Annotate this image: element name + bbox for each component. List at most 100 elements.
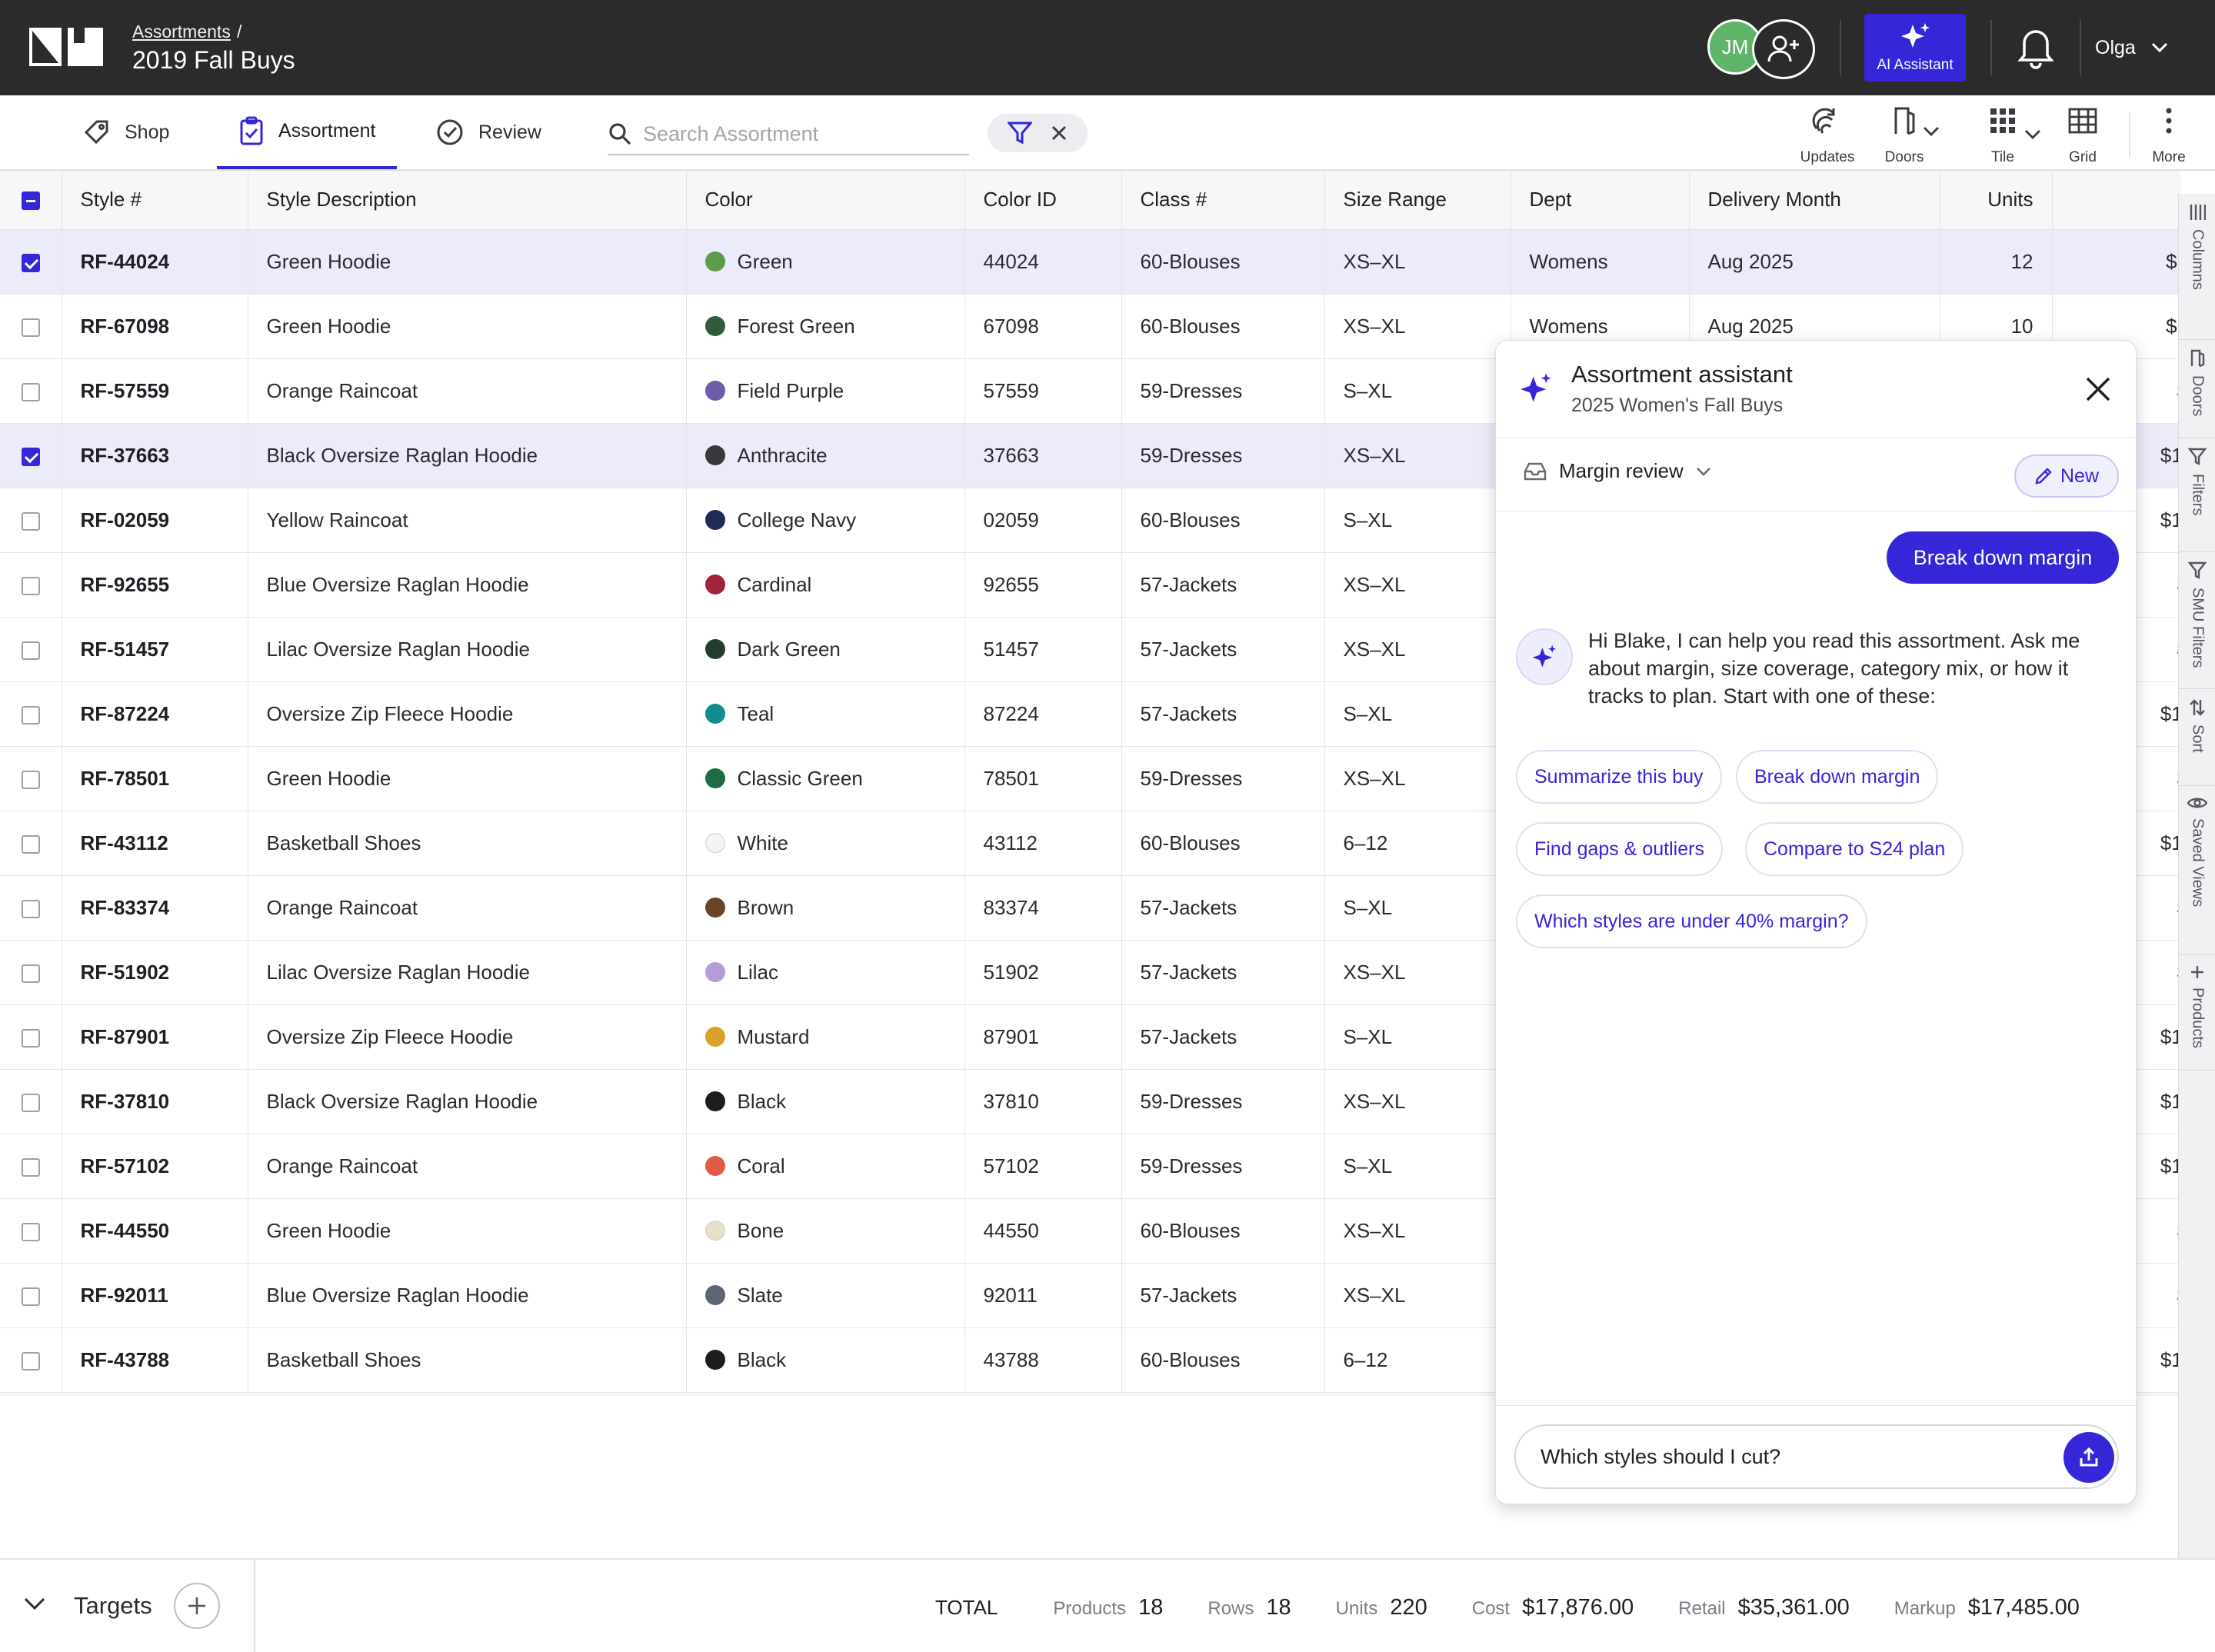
rail-sort[interactable]: Sort	[2179, 689, 2215, 786]
style-description-cell[interactable]: Yellow Raincoat	[248, 488, 687, 553]
color-id-cell[interactable]: 87901	[964, 1004, 1122, 1070]
color-id-cell[interactable]: 83374	[964, 875, 1122, 941]
more-button[interactable]: More	[2147, 103, 2190, 166]
style-number-cell[interactable]: RF-44024	[62, 229, 248, 295]
color-cell[interactable]: College Navy	[686, 488, 965, 553]
column-header-color-id[interactable]: Color ID	[964, 171, 1122, 230]
style-description-cell[interactable]: Black Oversize Raglan Hoodie	[248, 1069, 687, 1134]
size-range-cell[interactable]: XS–XL	[1324, 423, 1511, 488]
size-range-cell[interactable]: S–XL	[1324, 358, 1511, 424]
row-checkbox[interactable]	[21, 1351, 40, 1371]
style-description-cell[interactable]: Lilac Oversize Raglan Hoodie	[248, 940, 687, 1005]
class-cell[interactable]: 60-Blouses	[1121, 488, 1325, 553]
style-description-cell[interactable]: Blue Oversize Raglan Hoodie	[248, 1263, 687, 1328]
new-conversation-button[interactable]: New	[2014, 455, 2119, 498]
class-cell[interactable]: 57-Jackets	[1121, 681, 1325, 747]
size-range-cell[interactable]: S–XL	[1324, 488, 1511, 553]
dept-cell[interactable]: Womens	[1511, 229, 1690, 295]
size-range-cell[interactable]: XS–XL	[1324, 552, 1511, 618]
color-id-cell[interactable]: 44024	[964, 229, 1122, 295]
class-cell[interactable]: 57-Jackets	[1121, 552, 1325, 618]
user-menu[interactable]: Olga	[2095, 34, 2168, 62]
class-cell[interactable]: 59-Dresses	[1121, 358, 1325, 424]
row-checkbox[interactable]	[21, 253, 40, 272]
style-number-cell[interactable]: RF-37810	[62, 1069, 248, 1134]
size-range-cell[interactable]: XS–XL	[1324, 617, 1511, 682]
color-id-cell[interactable]: 37663	[964, 423, 1122, 488]
row-checkbox[interactable]	[21, 382, 40, 401]
color-cell[interactable]: Cardinal	[686, 552, 965, 618]
size-range-cell[interactable]: 6–12	[1324, 1327, 1511, 1393]
row-checkbox[interactable]	[21, 641, 40, 660]
grid-view-button[interactable]: Grid	[2063, 103, 2103, 166]
rail-saved-views[interactable]: Saved Views	[2179, 786, 2215, 955]
size-range-cell[interactable]: S–XL	[1324, 1004, 1511, 1070]
style-description-cell[interactable]: Green Hoodie	[248, 229, 687, 295]
chevron-down-icon[interactable]	[2024, 129, 2041, 140]
search-input[interactable]	[643, 122, 951, 146]
size-range-cell[interactable]: XS–XL	[1324, 1263, 1511, 1328]
size-range-cell[interactable]: XS–XL	[1324, 746, 1511, 811]
updates-button[interactable]: Updates	[1798, 103, 1857, 166]
row-checkbox[interactable]	[21, 447, 40, 466]
style-description-cell[interactable]: Basketball Shoes	[248, 811, 687, 876]
class-cell[interactable]: 59-Dresses	[1121, 746, 1325, 811]
style-number-cell[interactable]: RF-92011	[62, 1263, 248, 1328]
row-checkbox[interactable]	[21, 964, 40, 983]
class-cell[interactable]: 57-Jackets	[1121, 1263, 1325, 1328]
row-checkbox[interactable]	[21, 1028, 40, 1047]
style-number-cell[interactable]: RF-83374	[62, 875, 248, 941]
color-id-cell[interactable]: 57559	[964, 358, 1122, 424]
class-cell[interactable]: 57-Jackets	[1121, 940, 1325, 1005]
color-id-cell[interactable]: 02059	[964, 488, 1122, 553]
style-number-cell[interactable]: RF-67098	[62, 294, 248, 359]
style-number-cell[interactable]: RF-51457	[62, 617, 248, 682]
close-icon[interactable]	[2083, 375, 2113, 404]
color-id-cell[interactable]: 44550	[964, 1198, 1122, 1264]
style-description-cell[interactable]: Green Hoodie	[248, 1198, 687, 1264]
table-row[interactable]: RF-44024 Green Hoodie Green 44024 60-Blouses…	[0, 229, 2180, 295]
style-description-cell[interactable]: Orange Raincoat	[248, 1134, 687, 1199]
suggestion-chip[interactable]: Break down margin	[1736, 750, 1939, 804]
add-target-button[interactable]	[174, 1583, 220, 1629]
rail-filters[interactable]: Filters	[2179, 438, 2215, 552]
color-id-cell[interactable]: 43112	[964, 811, 1122, 876]
class-cell[interactable]: 60-Blouses	[1121, 811, 1325, 876]
send-button[interactable]	[2063, 1432, 2114, 1483]
style-number-cell[interactable]: RF-43788	[62, 1327, 248, 1393]
size-range-cell[interactable]: 6–12	[1324, 811, 1511, 876]
rail-products[interactable]: Products	[2179, 955, 2215, 1071]
color-cell[interactable]: Dark Green	[686, 617, 965, 682]
suggestion-chip[interactable]: Find gaps & outliers	[1516, 822, 1723, 876]
row-checkbox[interactable]	[21, 576, 40, 595]
color-cell[interactable]: Lilac	[686, 940, 965, 1005]
class-cell[interactable]: 57-Jackets	[1121, 875, 1325, 941]
style-number-cell[interactable]: RF-37663	[62, 423, 248, 488]
style-description-cell[interactable]: Basketball Shoes	[248, 1327, 687, 1393]
class-cell[interactable]: 60-Blouses	[1121, 1198, 1325, 1264]
column-header-color[interactable]: Color	[686, 171, 965, 230]
color-cell[interactable]: Forest Green	[686, 294, 965, 359]
color-id-cell[interactable]: 43788	[964, 1327, 1122, 1393]
style-number-cell[interactable]: RF-44550	[62, 1198, 248, 1264]
row-checkbox[interactable]	[21, 705, 40, 724]
color-cell[interactable]: Field Purple	[686, 358, 965, 424]
tab-review[interactable]: Review	[435, 95, 541, 169]
add-collaborator-button[interactable]	[1752, 19, 1815, 79]
tab-shop[interactable]: Shop	[83, 95, 169, 169]
style-description-cell[interactable]: Blue Oversize Raglan Hoodie	[248, 552, 687, 618]
color-cell[interactable]: Brown	[686, 875, 965, 941]
row-checkbox[interactable]	[21, 318, 40, 337]
color-cell[interactable]: Bone	[686, 1198, 965, 1264]
size-range-cell[interactable]: S–XL	[1324, 681, 1511, 747]
color-cell[interactable]: Slate	[686, 1263, 965, 1328]
column-header-description[interactable]: Style Description	[248, 171, 687, 230]
style-number-cell[interactable]: RF-92655	[62, 552, 248, 618]
size-range-cell[interactable]: XS–XL	[1324, 294, 1511, 359]
column-header-delivery-month[interactable]: Delivery Month	[1689, 171, 1940, 230]
row-checkbox[interactable]	[21, 770, 40, 789]
style-number-cell[interactable]: RF-57102	[62, 1134, 248, 1199]
column-header-dept[interactable]: Dept	[1511, 171, 1690, 230]
bell-icon[interactable]	[2015, 23, 2057, 69]
color-id-cell[interactable]: 78501	[964, 746, 1122, 811]
